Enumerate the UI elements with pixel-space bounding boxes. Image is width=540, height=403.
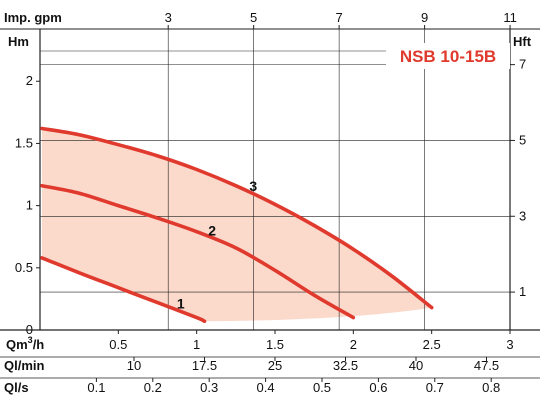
x-top-tick-label: 5 (250, 10, 257, 25)
y-right-tick-label: 7 (519, 57, 526, 72)
x-main-tick-label: 3 (506, 337, 513, 352)
pump-curve-2 (40, 183, 356, 320)
tick-labels: 0 0.5 1 1.5 2 1 3 5 7 3 5 7 9 11 0.5 1 1.5 2 2.5 3 10 17.5 25 3… (15, 10, 526, 395)
x-lmin-tick-label: 25 (268, 358, 282, 373)
x-lmin-tick-label: 17.5 (192, 358, 217, 373)
operating-range-band (42, 128, 432, 322)
x-lmin-tick-label: 47.5 (474, 358, 499, 373)
x-lmin-tick-label: 32.5 (333, 358, 358, 373)
pump-curves: 1 2 3 (40, 126, 434, 324)
x-main-tick-label: 1 (193, 337, 200, 352)
x-top-tick-label: 3 (165, 10, 172, 25)
x-top-tick-label: 11 (503, 10, 517, 25)
x-top-tick-label: 7 (336, 10, 343, 25)
title-box: NSB 10-15B (386, 43, 510, 69)
x-ls-tick-label: 0.7 (426, 380, 444, 395)
axis-label-hm: Hm (8, 34, 29, 49)
curve-label-3: 3 (249, 178, 257, 194)
y-left-tick-label: 2 (26, 73, 33, 88)
y-right-tick-label: 1 (519, 284, 526, 299)
y-right-tick-label: 3 (519, 208, 526, 223)
x-ls-tick-label: 0.4 (257, 380, 275, 395)
y-left-tick-label: 0 (26, 322, 33, 337)
x-ls-tick-label: 0.8 (482, 380, 500, 395)
x-ls-tick-label: 0.1 (87, 380, 105, 395)
x-main-tick-label: 2.5 (423, 337, 441, 352)
x-top-tick-label: 9 (421, 10, 428, 25)
curve-label-2: 2 (208, 222, 216, 238)
x-ls-tick-label: 0.3 (200, 380, 218, 395)
axes (0, 25, 540, 382)
axis-label-qm3h: Qm3/h (6, 335, 44, 352)
chart-title: NSB 10-15B (400, 47, 496, 66)
y-right-tick-label: 5 (519, 132, 526, 147)
axis-label-ql-s: Ql/s (4, 380, 29, 395)
x-ls-tick-label: 0.6 (369, 380, 387, 395)
pump-curve-3 (40, 126, 434, 310)
x-ls-tick-label: 0.5 (313, 380, 331, 395)
axis-label-hft: Hft (513, 34, 532, 49)
curve-label-1: 1 (177, 296, 185, 312)
x-ls-tick-label: 0.2 (144, 380, 162, 395)
pump-curve-1 (40, 256, 207, 324)
x-main-tick-label: 2 (350, 337, 357, 352)
x-lmin-tick-label: 10 (127, 358, 141, 373)
y-left-tick-label: 1.5 (15, 135, 33, 150)
axis-label-imp-gpm: Imp. gpm (4, 10, 62, 25)
x-main-tick-label: 1.5 (266, 337, 284, 352)
y-left-tick-label: 1 (26, 198, 33, 213)
x-lmin-tick-label: 40 (409, 358, 423, 373)
y-left-tick-label: 0.5 (15, 260, 33, 275)
x-main-tick-label: 0.5 (109, 337, 127, 352)
axis-label-ql-min: Ql/min (4, 358, 45, 373)
